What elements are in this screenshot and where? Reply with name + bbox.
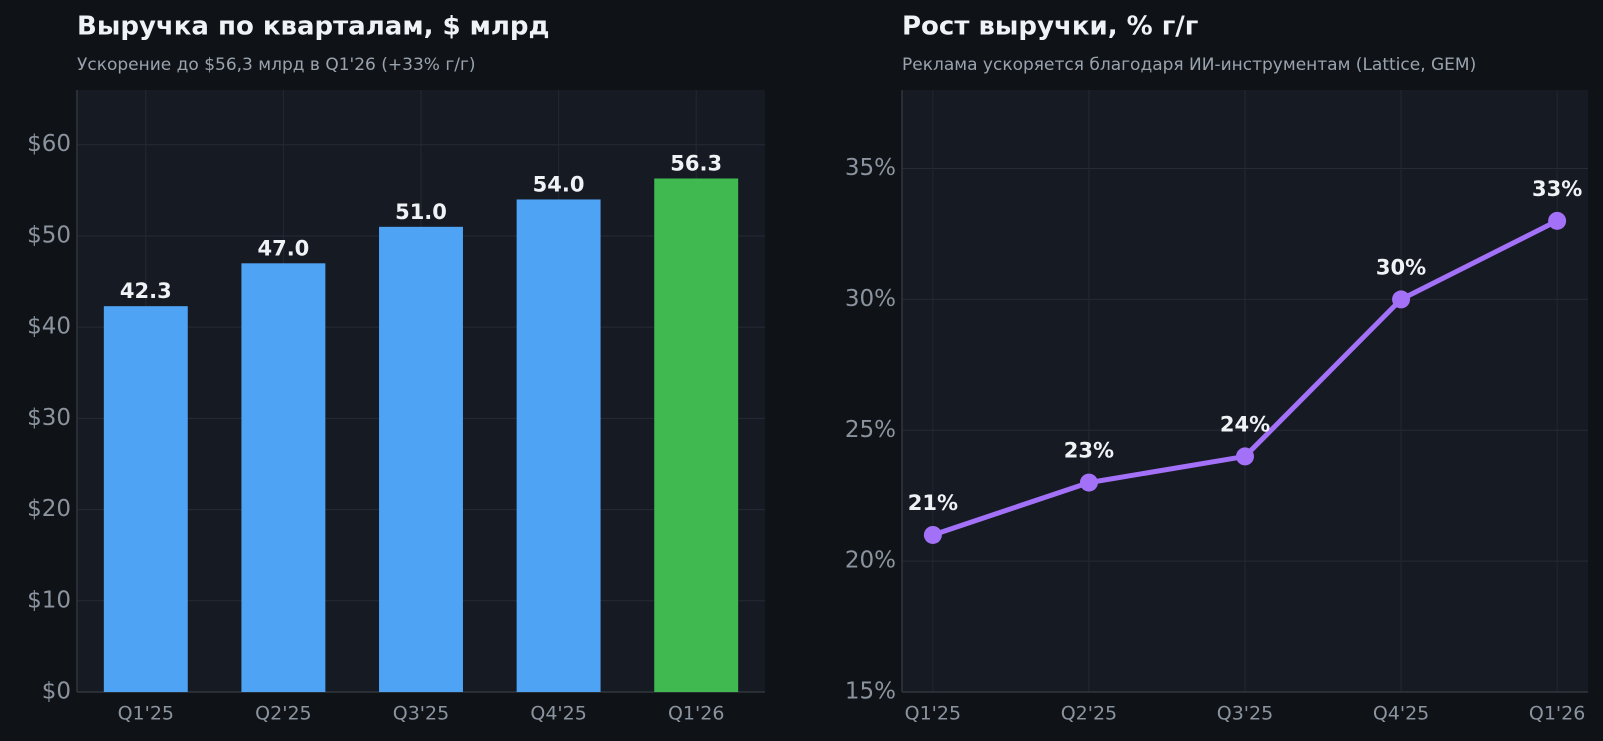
x-tick-label: Q4'25	[530, 703, 586, 725]
y-tick-label: $20	[27, 496, 71, 522]
chart-title: Выручка по кварталам, $ млрд	[77, 12, 550, 42]
value-label: 42.3	[120, 279, 172, 303]
y-tick-label: $50	[27, 222, 71, 248]
x-tick-label: Q1'26	[1529, 703, 1585, 725]
y-tick-label: 15%	[845, 679, 896, 705]
value-label: 24%	[1220, 412, 1270, 436]
y-tick-label: $10	[27, 587, 71, 613]
bar	[241, 263, 326, 692]
value-label: 33%	[1532, 177, 1582, 201]
y-tick-label: 30%	[845, 286, 896, 312]
y-tick-label: $40	[27, 314, 71, 340]
value-label: 23%	[1064, 439, 1114, 463]
x-tick-label: Q1'26	[668, 703, 724, 725]
point	[1236, 447, 1254, 466]
x-tick-label: Q2'25	[1061, 703, 1117, 725]
y-tick-label: $60	[27, 131, 71, 157]
chart-title: Рост выручки, % г/г	[902, 12, 1198, 42]
x-tick-label: Q2'25	[255, 703, 311, 725]
x-tick-label: Q3'25	[393, 703, 449, 725]
value-label: 54.0	[533, 172, 585, 196]
x-tick-label: Q1'25	[905, 703, 961, 725]
point	[1392, 290, 1411, 309]
point	[1548, 211, 1567, 230]
x-tick-label: Q4'25	[1373, 703, 1429, 725]
bar	[103, 306, 188, 692]
bar	[516, 199, 601, 693]
x-tick-label: Q1'25	[118, 703, 174, 725]
value-label: 56.3	[670, 151, 722, 175]
point	[923, 525, 942, 544]
y-tick-label: 25%	[845, 417, 896, 443]
chart-subtitle: Ускорение до $56,3 млрд в Q1'26 (+33% г/…	[77, 55, 476, 75]
y-tick-label: 35%	[845, 155, 896, 181]
chart-subtitle: Реклама ускоряется благодаря ИИ-инструме…	[902, 55, 1476, 75]
value-label: 21%	[908, 491, 958, 515]
point	[1079, 473, 1098, 492]
value-label: 30%	[1376, 255, 1426, 279]
value-label: 47.0	[257, 236, 309, 260]
y-tick-label: $30	[27, 405, 71, 431]
value-label: 51.0	[395, 200, 447, 224]
bar	[379, 226, 463, 692]
x-tick-label: Q3'25	[1217, 703, 1273, 725]
bar	[654, 178, 739, 692]
y-tick-label: $0	[42, 679, 71, 705]
y-tick-label: 20%	[845, 548, 896, 574]
